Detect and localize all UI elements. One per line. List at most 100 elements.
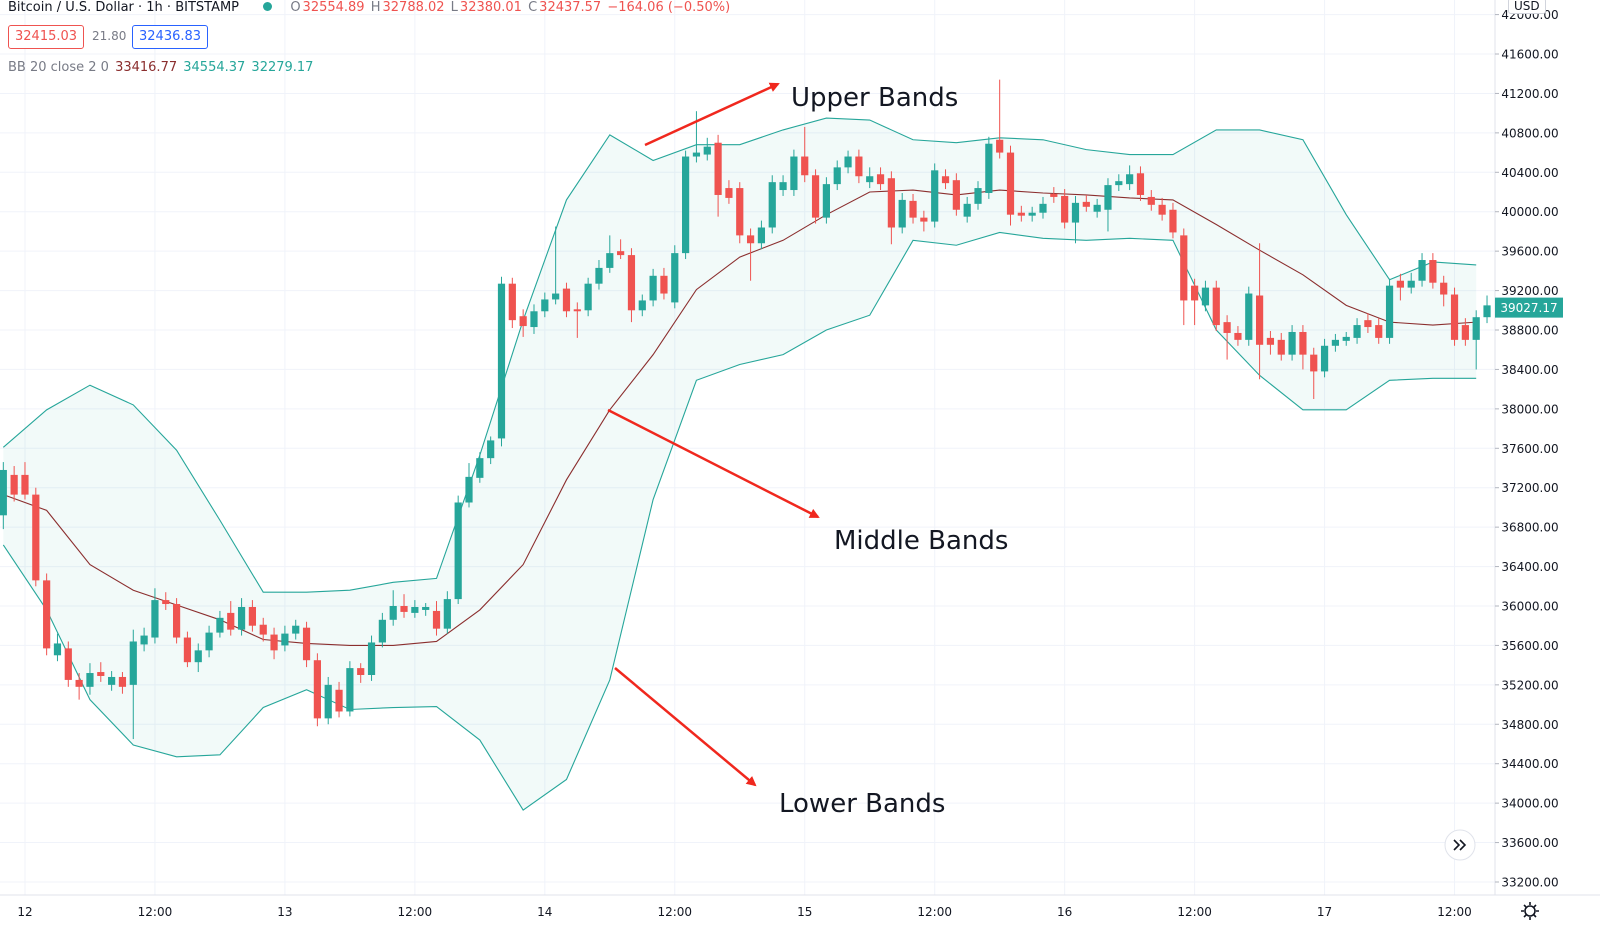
candle-body [476, 458, 484, 478]
candle-body [367, 642, 376, 675]
scroll-button[interactable] [1444, 829, 1476, 861]
y-tick-label: 34000.00 [1501, 797, 1558, 811]
candle-body [703, 146, 711, 155]
candle-body [21, 474, 29, 495]
candle-body [281, 633, 289, 646]
x-tick-label: 12 [17, 905, 32, 919]
settings[interactable] [1521, 902, 1539, 920]
candle-body [313, 660, 321, 719]
candles [0, 79, 1491, 740]
x-tick-label: 17 [1317, 905, 1332, 919]
ohlc-value: 32788.02 [382, 0, 445, 15]
candle-body [1147, 196, 1155, 205]
bid-button[interactable]: 32415.03 [8, 25, 85, 49]
middle-band [3, 189, 1477, 646]
candle-body [64, 648, 72, 680]
candle-body [963, 203, 971, 217]
candle-body [140, 635, 148, 645]
candle-body [1450, 294, 1459, 340]
y-tick-label: 41200.00 [1501, 87, 1558, 101]
candle-body [1104, 185, 1112, 210]
candle-body [736, 188, 744, 236]
candle-body [270, 634, 278, 651]
candle-body [1061, 195, 1069, 223]
candle-body [292, 625, 300, 634]
x-tick-label: 12:00 [138, 905, 173, 919]
x-tick-label: 12:00 [1177, 905, 1212, 919]
y-tick-label: 33200.00 [1501, 875, 1558, 889]
candle-body [1071, 202, 1080, 223]
y-tick-label: 34800.00 [1501, 718, 1558, 732]
candle-body [172, 604, 181, 638]
x-tick-label: 15 [797, 905, 812, 919]
y-tick-label: 37200.00 [1501, 481, 1558, 495]
candle-body [1429, 260, 1437, 283]
candle-body [1234, 332, 1242, 340]
candle-body [75, 679, 83, 687]
candle-body [162, 600, 170, 605]
upper-band [2, 117, 1477, 593]
y-tick-label: 38400.00 [1501, 363, 1558, 377]
candle-body [1245, 293, 1253, 340]
candle-body [768, 182, 776, 228]
candle-body [562, 288, 571, 312]
ask-button[interactable]: 32436.83 [132, 25, 209, 49]
indicator-value: 34554.37 [183, 60, 246, 75]
x-tick-label: 12:00 [398, 905, 433, 919]
annotation: Lower Bands [779, 789, 945, 819]
x-tick-label: 16 [1057, 905, 1072, 919]
status-dot [263, 2, 273, 11]
candle-body [422, 606, 430, 610]
candle-body [53, 643, 62, 656]
candle-body [1050, 193, 1058, 197]
candle-body [844, 156, 852, 168]
gear[interactable] [1524, 905, 1536, 917]
candle-body [389, 605, 397, 620]
y-tick-label: 36000.00 [1501, 599, 1558, 613]
candle-body [1028, 212, 1036, 216]
candle-body [1201, 287, 1210, 306]
candle-body [617, 251, 625, 256]
candle-body [411, 606, 419, 613]
candle-body [996, 139, 1004, 153]
candle-body [584, 283, 592, 311]
y-tick-label: 40000.00 [1501, 205, 1558, 219]
candle-body [508, 283, 516, 321]
ohlc-label: L [450, 0, 458, 15]
ohlc-value: 32380.01 [459, 0, 522, 15]
arrow [607, 408, 820, 519]
candle-body [216, 617, 224, 633]
candle-body [237, 606, 246, 630]
candle-body [10, 474, 18, 495]
candle-body [682, 156, 690, 254]
candle-body [43, 580, 51, 649]
y-tick-label: 40400.00 [1501, 166, 1558, 180]
candle-body [1191, 285, 1199, 301]
last-price-tag [1495, 297, 1563, 318]
candle-body [931, 170, 939, 222]
x-tick-label: 13 [277, 905, 292, 919]
candle-body [1115, 181, 1123, 186]
y-tick-label: 35600.00 [1501, 639, 1558, 653]
candle-body [746, 235, 755, 244]
candle-body [627, 255, 636, 311]
currency-selector[interactable]: USD [1508, 0, 1546, 14]
candle-body [1461, 325, 1469, 340]
candle-body [1483, 305, 1491, 318]
candle-body [1266, 337, 1275, 345]
candle-body [801, 156, 809, 176]
candle-body [1223, 322, 1231, 333]
candle-body [118, 676, 127, 687]
candle-body [1255, 295, 1264, 345]
candle-body [519, 316, 527, 327]
candle-body [1288, 331, 1296, 355]
candle-body [1039, 203, 1047, 213]
spread: 21.80 [92, 29, 127, 43]
gear-teeth [1521, 902, 1539, 920]
candle-body [1396, 280, 1404, 288]
candle-body [1472, 317, 1480, 340]
annotation: Upper Bands [791, 83, 958, 113]
lower-band [2, 231, 1477, 811]
